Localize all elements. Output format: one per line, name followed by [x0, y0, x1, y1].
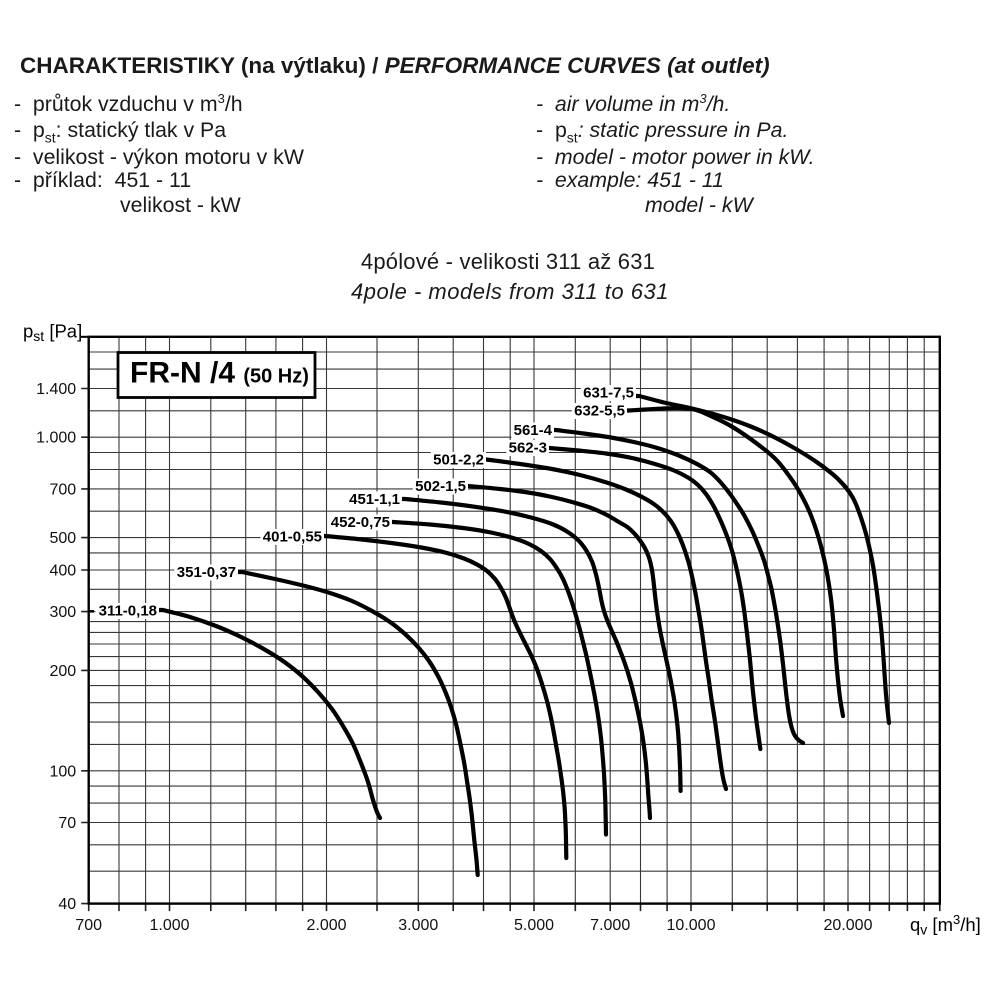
svg-text:1.000: 1.000: [149, 917, 189, 934]
svg-text:631-7,5: 631-7,5: [583, 385, 634, 402]
svg-text:400: 400: [49, 563, 76, 580]
svg-text:502-1,5: 502-1,5: [415, 478, 466, 495]
svg-text:20.000: 20.000: [824, 917, 873, 934]
svg-text:3.000: 3.000: [398, 917, 438, 934]
svg-text:7.000: 7.000: [590, 917, 630, 934]
svg-text:5.000: 5.000: [514, 917, 554, 934]
svg-text:451-1,1: 451-1,1: [349, 491, 400, 508]
svg-text:452-0,75: 452-0,75: [331, 514, 390, 531]
svg-text:700: 700: [49, 481, 76, 498]
svg-text:40: 40: [58, 896, 76, 913]
svg-text:500: 500: [49, 530, 76, 547]
svg-text:300: 300: [49, 604, 76, 621]
svg-text:1.400: 1.400: [36, 381, 76, 398]
svg-text:1.000: 1.000: [36, 430, 76, 447]
svg-text:2.000: 2.000: [306, 917, 346, 934]
svg-text:pst [Pa]: pst [Pa]: [23, 321, 82, 345]
svg-text:632-5,5: 632-5,5: [574, 403, 625, 420]
svg-text:401-0,55: 401-0,55: [263, 529, 322, 546]
svg-text:700: 700: [75, 917, 102, 934]
svg-text:200: 200: [49, 663, 76, 680]
svg-text:561-4: 561-4: [514, 422, 553, 439]
svg-text:10.000: 10.000: [667, 917, 716, 934]
svg-text:501-2,2: 501-2,2: [433, 452, 484, 469]
svg-text:70: 70: [58, 815, 76, 832]
svg-text:100: 100: [49, 763, 76, 780]
svg-text:562-3: 562-3: [509, 440, 547, 457]
svg-text:311-0,18: 311-0,18: [99, 603, 157, 620]
svg-text:qv [m3/h]: qv [m3/h]: [910, 912, 981, 938]
svg-text:351-0,37: 351-0,37: [177, 564, 236, 581]
